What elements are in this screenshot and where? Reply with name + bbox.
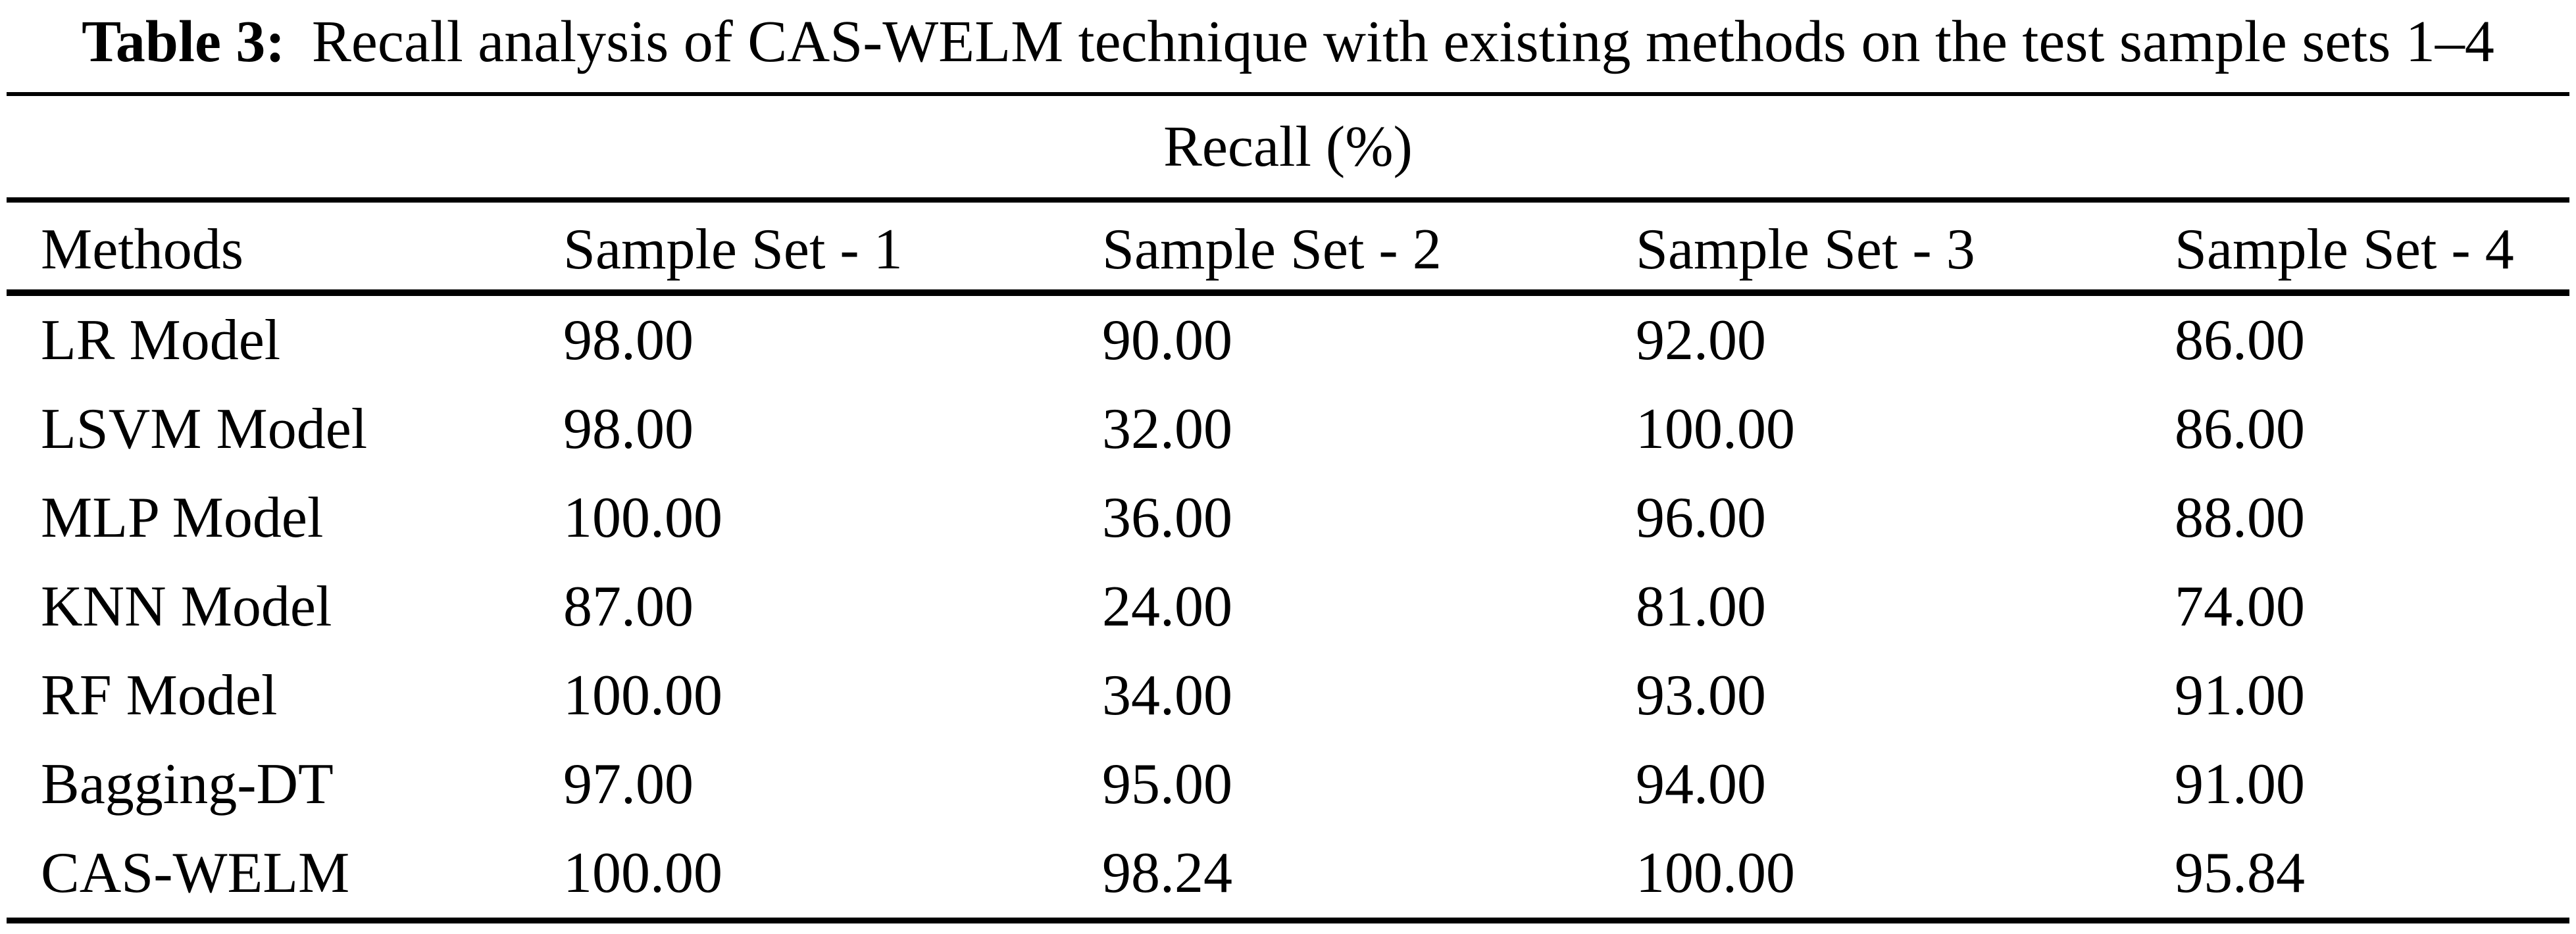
cell-value: 95.84 bbox=[2175, 841, 2305, 905]
table-row: KNN Model 87.00 24.00 81.00 74.00 bbox=[7, 562, 2569, 651]
cell-value: 86.00 bbox=[2175, 397, 2305, 461]
column-header-methods: Methods bbox=[41, 218, 243, 282]
cell-value: 100.00 bbox=[563, 664, 722, 727]
cell-value: 88.00 bbox=[2175, 486, 2305, 550]
rule-under-span-header bbox=[7, 197, 2569, 203]
rule-bottom bbox=[7, 918, 2569, 923]
cell-value: 97.00 bbox=[563, 752, 694, 816]
table-caption-text: Recall analysis of CAS-WELM technique wi… bbox=[311, 9, 2494, 74]
cell-value: 24.00 bbox=[1102, 575, 1232, 639]
column-header-sample-set-2: Sample Set - 2 bbox=[1102, 218, 1442, 282]
table-caption-label: Table 3: bbox=[82, 9, 286, 74]
cell-value: 86.00 bbox=[2175, 308, 2305, 372]
cell-value: 93.00 bbox=[1636, 664, 1766, 727]
table-header-row: Methods Sample Set - 1 Sample Set - 2 Sa… bbox=[7, 203, 2569, 289]
cell-value: 92.00 bbox=[1636, 308, 1766, 372]
cell-value: 36.00 bbox=[1102, 486, 1232, 550]
rule-top bbox=[7, 92, 2569, 96]
cell-value: 100.00 bbox=[1636, 841, 1795, 905]
cell-method: RF Model bbox=[41, 664, 278, 727]
table-row: LSVM Model 98.00 32.00 100.00 86.00 bbox=[7, 385, 2569, 474]
table-caption: Table 3: Recall analysis of CAS-WELM tec… bbox=[0, 0, 2576, 92]
cell-value: 90.00 bbox=[1102, 308, 1232, 372]
cell-value: 98.24 bbox=[1102, 841, 1232, 905]
table-row: CAS-WELM 100.00 98.24 100.00 95.84 bbox=[7, 829, 2569, 918]
table-row: MLP Model 100.00 36.00 96.00 88.00 bbox=[7, 474, 2569, 562]
cell-value: 32.00 bbox=[1102, 397, 1232, 461]
cell-value: 74.00 bbox=[2175, 575, 2305, 639]
table-row: LR Model 98.00 90.00 92.00 86.00 bbox=[7, 296, 2569, 385]
cell-method: KNN Model bbox=[41, 575, 332, 639]
cell-value: 34.00 bbox=[1102, 664, 1232, 727]
cell-method: CAS-WELM bbox=[41, 841, 350, 905]
cell-method: LR Model bbox=[41, 308, 281, 372]
cell-method: MLP Model bbox=[41, 486, 324, 550]
cell-method: LSVM Model bbox=[41, 397, 368, 461]
column-header-sample-set-1: Sample Set - 1 bbox=[563, 218, 903, 282]
cell-value: 100.00 bbox=[1636, 397, 1795, 461]
cell-value: 94.00 bbox=[1636, 752, 1766, 816]
table-span-header: Recall (%) bbox=[1163, 114, 1413, 179]
table-row: RF Model 100.00 34.00 93.00 91.00 bbox=[7, 651, 2569, 740]
cell-value: 81.00 bbox=[1636, 575, 1766, 639]
cell-value: 96.00 bbox=[1636, 486, 1766, 550]
table-row: Bagging-DT 97.00 95.00 94.00 91.00 bbox=[7, 740, 2569, 829]
cell-value: 100.00 bbox=[563, 486, 722, 550]
cell-value: 98.00 bbox=[563, 308, 694, 372]
cell-value: 87.00 bbox=[563, 575, 694, 639]
column-header-sample-set-4: Sample Set - 4 bbox=[2175, 218, 2514, 282]
rule-under-header bbox=[7, 289, 2569, 296]
cell-method: Bagging-DT bbox=[41, 752, 334, 816]
cell-value: 95.00 bbox=[1102, 752, 1232, 816]
cell-value: 100.00 bbox=[563, 841, 722, 905]
cell-value: 91.00 bbox=[2175, 664, 2305, 727]
column-header-sample-set-3: Sample Set - 3 bbox=[1636, 218, 1975, 282]
cell-value: 98.00 bbox=[563, 397, 694, 461]
cell-value: 91.00 bbox=[2175, 752, 2305, 816]
